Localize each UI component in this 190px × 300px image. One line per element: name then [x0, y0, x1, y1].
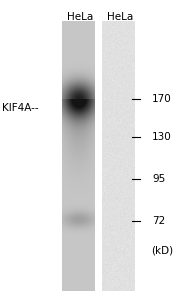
Text: HeLa: HeLa [67, 12, 93, 22]
Text: 95: 95 [152, 173, 165, 184]
Text: KIF4A--: KIF4A-- [2, 103, 39, 113]
Text: HeLa: HeLa [107, 12, 133, 22]
Text: 170: 170 [152, 94, 172, 104]
Text: (kD): (kD) [151, 245, 173, 256]
Text: 72: 72 [152, 215, 165, 226]
Text: 130: 130 [152, 131, 172, 142]
